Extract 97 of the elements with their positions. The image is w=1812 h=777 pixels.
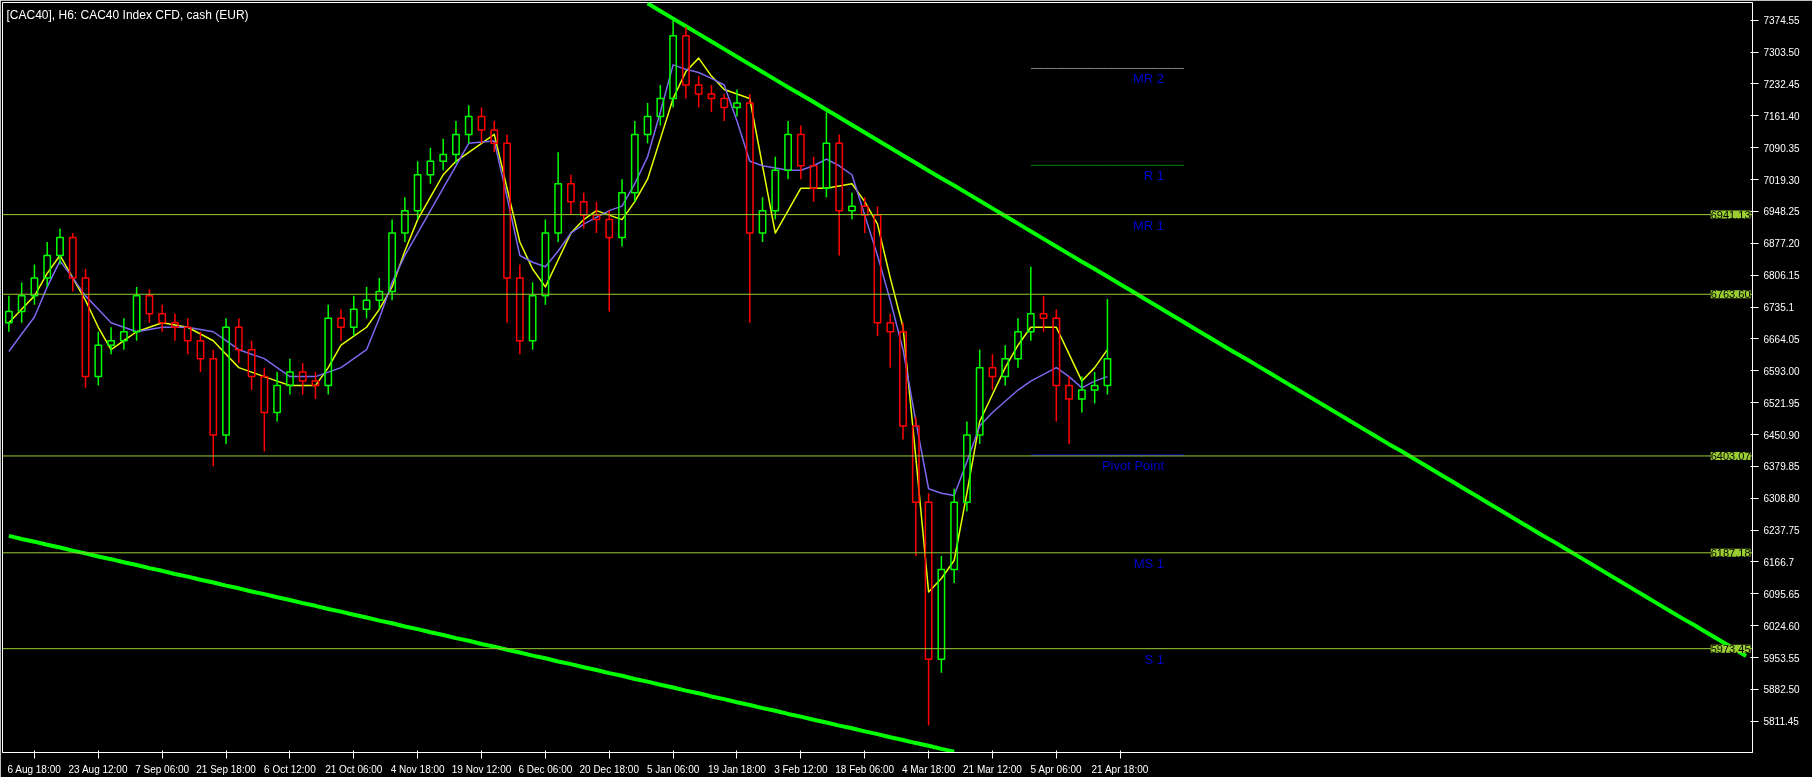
candlestick	[1077, 375, 1086, 414]
y-tick-label: 6521.95	[1763, 397, 1801, 409]
candlestick	[222, 317, 230, 445]
x-tick-label: 19 Jan 18:00	[708, 763, 767, 775]
annotation: MS 1	[1133, 555, 1165, 571]
y-tick-label: 7019.30	[1763, 174, 1801, 186]
candlestick	[835, 133, 844, 257]
candlestick	[962, 420, 971, 512]
candlestick	[796, 124, 805, 180]
x-tick-label: 3 Feb 12:00	[774, 763, 828, 775]
candlestick	[119, 317, 128, 351]
x-tick-label: 6 Dec 06:00	[518, 763, 573, 775]
candlestick	[285, 357, 294, 396]
x-tick-label: 19 Nov 12:00	[451, 763, 512, 775]
x-tick-label: 4 Mar 18:00	[901, 763, 956, 775]
ref-line-label: 6403.07	[1710, 449, 1751, 462]
ref-line-label: 6763.60	[1710, 288, 1751, 301]
candlestick	[107, 326, 116, 355]
ref-line-label: 5973.45	[1710, 642, 1751, 655]
candlestick	[733, 88, 741, 118]
candlestick	[784, 120, 793, 180]
y-tick-label: 6877.20	[1763, 238, 1801, 250]
candlestick	[681, 25, 690, 100]
y-tick-label: 7303.50	[1763, 47, 1801, 59]
x-tick-label: 5 Apr 06:00	[1030, 763, 1083, 775]
y-tick-label: 7232.45	[1763, 78, 1801, 90]
candlestick	[911, 416, 920, 557]
y-tick-label: 6948.25	[1763, 206, 1801, 218]
candlestick	[720, 93, 729, 122]
candlestick	[630, 120, 639, 203]
candlestick	[158, 304, 167, 333]
y-tick-label: 6806.15	[1763, 270, 1801, 282]
candlestick	[1065, 375, 1074, 445]
y-tick-label: 6308.80	[1763, 493, 1801, 505]
chart-title: [CAC40], H6: CAC40 Index CFD, cash (EUR)	[6, 7, 249, 22]
y-tick-label: 7090.35	[1763, 142, 1801, 154]
line-series	[6, 533, 957, 753]
candlestick	[566, 174, 575, 216]
candlestick	[899, 322, 907, 441]
candlestick	[337, 308, 345, 342]
annotation: MR 1	[1133, 217, 1165, 233]
candlestick	[56, 227, 64, 266]
y-tick-label: 7374.55	[1763, 15, 1801, 27]
series-label: MR 2	[1133, 71, 1165, 87]
y-tick-label: 6593.00	[1763, 365, 1801, 377]
candlestick	[745, 93, 754, 324]
x-tick-label: 6 Oct 12:00	[264, 763, 317, 775]
y-tick-label: 6735.1	[1763, 302, 1795, 314]
candlestick	[554, 151, 563, 243]
candlestick	[171, 313, 179, 342]
candlestick	[349, 295, 358, 337]
x-tick-label: 23 Aug 12:00	[68, 763, 128, 775]
candlestick	[503, 133, 512, 324]
ref-line-label: 6941.13	[1710, 208, 1751, 221]
y-tick-label: 6379.85	[1763, 461, 1801, 473]
y-tick-label: 7161.40	[1763, 110, 1801, 122]
candlestick	[4, 295, 13, 333]
y-tick-label: 6024.60	[1763, 620, 1801, 632]
ref-line-label: 6187.18	[1710, 546, 1751, 559]
candlestick	[68, 232, 77, 293]
x-tick-label: 21 Sep 18:00	[196, 763, 257, 775]
candlestick	[400, 196, 409, 243]
y-tick-label: 6664.05	[1763, 333, 1801, 345]
candlestick	[452, 120, 460, 165]
y-tick-label: 5953.55	[1763, 652, 1801, 664]
y-tick-label: 6237.75	[1763, 525, 1801, 537]
candlestick	[618, 178, 626, 248]
candlestick	[324, 304, 333, 396]
candlestick	[1001, 344, 1010, 387]
y-tick-label: 6166.7	[1763, 556, 1795, 568]
x-tick-label: 4 Nov 18:00	[390, 763, 446, 775]
y-tick-label: 5882.50	[1763, 684, 1801, 696]
series-label: Pivot Point	[1101, 458, 1165, 474]
x-tick-label: 21 Apr 18:00	[1091, 763, 1149, 775]
y-tick-label: 6450.90	[1763, 429, 1801, 441]
annotation: S 1	[1144, 652, 1165, 668]
x-tick-label: 6 Aug 18:00	[7, 763, 62, 775]
candlestick	[234, 317, 243, 364]
y-tick-label: 5811.45	[1763, 716, 1800, 728]
x-tick-label: 5 Jan 06:00	[646, 763, 700, 775]
candlestick	[388, 218, 397, 302]
x-tick-label: 20 Dec 18:00	[579, 763, 640, 775]
y-tick-label: 6095.65	[1763, 588, 1801, 600]
series-label: R 1	[1143, 168, 1165, 184]
x-tick-label: 21 Oct 06:00	[325, 763, 383, 775]
candlestick	[669, 19, 678, 109]
candlestick	[43, 241, 52, 288]
candlestick	[515, 263, 524, 355]
candlestick	[439, 138, 448, 172]
candlestick	[950, 487, 959, 584]
x-tick-label: 18 Feb 06:00	[835, 763, 895, 775]
x-tick-label: 21 Mar 12:00	[963, 763, 1023, 775]
x-tick-label: 7 Sep 06:00	[135, 763, 190, 775]
candlestick	[848, 191, 856, 221]
candlestick	[1014, 317, 1022, 369]
candlestick	[1026, 265, 1035, 342]
candlestick	[273, 371, 282, 423]
